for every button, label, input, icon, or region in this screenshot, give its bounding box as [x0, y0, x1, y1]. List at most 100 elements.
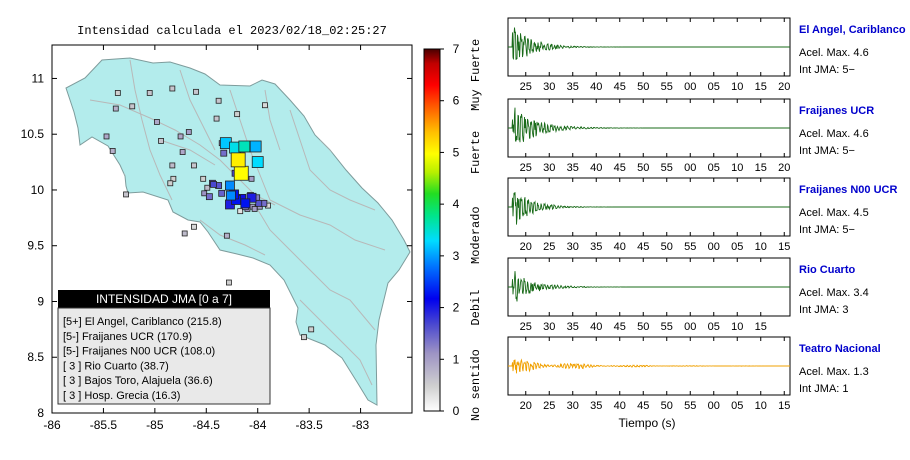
y-tick-label: 10.5 [21, 127, 45, 141]
colorbar-ticks: 0 1 2 3 4 5 6 7 [440, 42, 460, 418]
time-tick-label: 20 [520, 241, 532, 253]
time-tick-label: 40 [590, 81, 602, 93]
legend-item: [ 3 ] Hosp. Grecia (16.3) [63, 390, 180, 402]
road-line [254, 204, 376, 331]
station-name: Fraijanes N00 UCR [799, 184, 897, 196]
time-tick-label: 00 [684, 321, 696, 333]
time-tick-label: 05 [731, 400, 743, 412]
station-marker [225, 180, 235, 191]
map-x-axis: -86 -85.5 -85 -84.5 -84 -83.5 -83 [43, 45, 370, 432]
time-tick-label: 10 [731, 162, 743, 174]
x-tick-label: -85 [146, 418, 164, 432]
time-tick-label: 45 [614, 162, 626, 174]
legend-item: [ 3 ] Bajos Toro, Alajuela (36.6) [63, 375, 213, 387]
x-tick-label: -84 [249, 418, 267, 432]
time-tick-label: 25 [543, 400, 555, 412]
colorbar-tick-label: 2 [453, 301, 460, 315]
int-jma: Int JMA: 5− [799, 145, 855, 157]
legend-items: [5+] El Angel, Cariblanco (215.8) [5-] Fr… [63, 316, 222, 402]
station-marker [205, 193, 213, 201]
x-tick-label: -83 [352, 418, 370, 432]
map-title: Intensidad calculada el 2023/02/18_02:25… [77, 24, 387, 38]
time-tick-label: 15 [778, 241, 790, 253]
time-tick-label: 30 [567, 400, 579, 412]
legend-body [57, 307, 271, 405]
station-marker [251, 156, 264, 168]
colorbar-tick-label: 3 [453, 249, 460, 263]
station-marker [210, 180, 217, 188]
station-marker [170, 175, 177, 182]
road-line [199, 219, 266, 256]
x-tick-label: -85.5 [90, 418, 118, 432]
waveform-trace [508, 192, 790, 225]
station-marker [240, 198, 251, 209]
time-tick-label: 45 [637, 400, 649, 412]
time-tick-label: 30 [567, 241, 579, 253]
time-tick-label: 50 [661, 400, 673, 412]
station-marker [109, 148, 116, 154]
station-marker [226, 279, 232, 286]
time-tick-label: 20 [520, 400, 532, 412]
time-tick-label: 45 [614, 321, 626, 333]
time-tick-label: 05 [731, 241, 743, 253]
station-marker [238, 140, 251, 153]
waveform-trace [508, 107, 790, 143]
time-tick-label: 55 [684, 241, 696, 253]
station-marker [237, 208, 244, 215]
time-tick-label: 05 [708, 321, 720, 333]
road-line [289, 109, 376, 211]
time-tick-label: 40 [614, 400, 626, 412]
y-tick-label: 10 [31, 183, 45, 197]
station-marker [220, 149, 228, 157]
y-tick-label: 9.5 [27, 239, 44, 253]
legend-header [58, 290, 270, 308]
acel-max: Acel. Max. 4.5 [799, 207, 869, 219]
colorbar-category-label: Muy Fuerte [469, 39, 483, 111]
station-marker [103, 133, 110, 140]
acel-max: Acel. Max. 4.6 [799, 47, 869, 59]
x-tick-label: -84.5 [193, 418, 221, 432]
waveform-trace [508, 271, 790, 302]
station-marker [146, 90, 153, 96]
time-tick-label: 20 [778, 81, 790, 93]
station-marker [112, 105, 119, 112]
int-jma: Int JMA: 5− [799, 224, 855, 236]
station-marker [169, 162, 176, 169]
station-marker [215, 97, 222, 104]
int-jma: Int JMA: 5− [799, 64, 855, 76]
station-marker [193, 88, 199, 95]
time-tick-label: 40 [614, 241, 626, 253]
colorbar-category-label: Moderado [469, 206, 483, 264]
time-tick-label: 55 [661, 81, 673, 93]
time-tick-label: 35 [567, 81, 579, 93]
map-frame [51, 44, 413, 414]
colorbar-tick-label: 4 [453, 197, 460, 211]
station-name: Rio Cuarto [799, 264, 856, 276]
legend-item: [5+] El Angel, Cariblanco (215.8) [63, 316, 222, 328]
station-marker [251, 206, 258, 212]
station-marker [255, 199, 263, 207]
station-marker [234, 111, 241, 118]
time-tick-label: 00 [708, 400, 720, 412]
seismogram-panel: 25 30 35 40 45 50 55 00 05 10 15 20 Fraijanes UCR Ace… [507, 98, 874, 174]
road-line [264, 89, 281, 151]
acel-max: Acel. Max. 4.6 [799, 128, 869, 140]
time-tick-label: 35 [567, 321, 579, 333]
station-name: El Angel, Cariblanco [799, 24, 906, 36]
colorbar: 0 1 2 3 4 5 6 7 No sentido Debil Moderado Fuerte Mu… [423, 39, 483, 421]
colorbar-tick-label: 5 [453, 145, 460, 159]
time-tick-label: 10 [731, 321, 743, 333]
time-tick-label: 50 [637, 162, 649, 174]
station-marker [200, 175, 207, 182]
seismogram-panels: 25 30 35 40 45 50 55 00 05 10 15 20 El Angel, Caribl… [507, 17, 906, 412]
time-tick-label: 35 [590, 400, 602, 412]
y-tick-label: 9 [37, 294, 44, 308]
time-tick-label: 55 [661, 321, 673, 333]
station-marker [177, 133, 184, 140]
station-marker [169, 85, 176, 92]
time-tick-label: 40 [590, 321, 602, 333]
legend-item: [5-] Fraijanes UCR (170.9) [63, 331, 192, 343]
time-tick-label: 45 [637, 241, 649, 253]
time-tick-label: 50 [637, 321, 649, 333]
